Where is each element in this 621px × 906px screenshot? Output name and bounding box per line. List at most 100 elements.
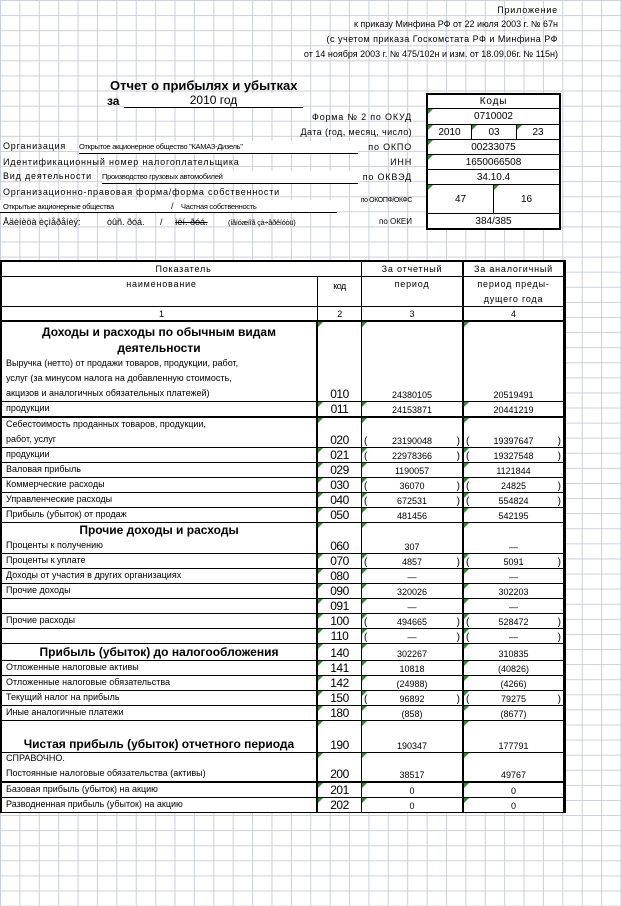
previous-period-cell[interactable]: 528472 () (464, 614, 564, 628)
current-period-cell[interactable]: 10818 (362, 661, 464, 675)
date-month[interactable]: 03 (471, 124, 517, 140)
okfs-value[interactable]: 16 (493, 184, 561, 214)
previous-period-cell[interactable]: 310835 (464, 644, 564, 660)
current-period-cell[interactable]: 0 (362, 783, 464, 797)
previous-period-cell[interactable]: 0 (464, 783, 564, 797)
current-period-cell[interactable]: — (362, 569, 464, 583)
okopf-value[interactable]: 47 (426, 184, 494, 214)
current-period-cell[interactable]: 1190057 (362, 463, 464, 477)
current-period-cell[interactable]: 24380105 (362, 322, 464, 401)
current-period-cell[interactable]: 672531 () (362, 493, 464, 507)
date-year[interactable]: 2010 (426, 124, 472, 140)
header-previous-2: период преды- (477, 279, 550, 289)
current-period-cell[interactable]: 302267 (362, 644, 464, 660)
okved-value[interactable]: 34.10.4 (426, 169, 561, 185)
previous-period-cell[interactable]: (40826) (464, 661, 564, 675)
previous-period-cell[interactable]: — (464, 569, 564, 583)
row-name: Доходы и расходы по обычным видам деятел… (2, 322, 318, 401)
table-row-190: Чистая прибыль (убыток) отчетного период… (2, 721, 564, 753)
current-period-cell[interactable]: 36070 () (362, 478, 464, 492)
previous-period-cell[interactable]: 20519491 (464, 322, 564, 401)
okei-value[interactable]: 384/385 (426, 213, 561, 230)
current-period-cell[interactable]: 23190048 () (362, 418, 464, 447)
current-period-cell[interactable]: (24988) (362, 676, 464, 690)
appendix-line-2: к приказу Минфина РФ от 22 июля 2003 г. … (353, 19, 558, 29)
previous-period-cell[interactable]: 554824 () (464, 493, 564, 507)
previous-period-value: 310835 (498, 649, 529, 659)
inn-value[interactable]: 1650066508 (426, 154, 561, 170)
row-label: Проценты к получению (6, 540, 103, 550)
row-name: Прочие доходы и расходы Проценты к получе… (2, 523, 318, 553)
current-period-cell[interactable]: 320026 (362, 584, 464, 598)
row-label: акцизов и аналогичных обязательных плате… (6, 388, 210, 398)
previous-period-cell[interactable]: 0 (464, 798, 564, 812)
previous-period-cell[interactable]: 24825 () (464, 478, 564, 492)
previous-period-cell[interactable]: 79275 () (464, 691, 564, 705)
row-code: 080 (318, 569, 362, 583)
current-period-cell[interactable]: 38517 (362, 753, 464, 781)
okud-value[interactable]: 0710002 (426, 108, 561, 125)
current-period-cell[interactable]: — (362, 599, 464, 613)
current-period-value: 38517 (399, 770, 425, 780)
previous-period-cell[interactable]: 5091 () (464, 554, 564, 568)
previous-period-cell[interactable]: 19327548 () (464, 448, 564, 462)
previous-period-cell[interactable]: 20441219 (464, 402, 564, 416)
previous-period-cell[interactable]: 302203 (464, 584, 564, 598)
previous-period-cell[interactable]: 49767 (464, 753, 564, 781)
previous-period-cell[interactable]: — (464, 599, 564, 613)
row-name: Проценты к уплате (2, 554, 318, 568)
legal-form-value[interactable]: Открытые акционерные общества (3, 202, 114, 211)
current-period-value: 0 (409, 786, 415, 796)
current-period-cell[interactable]: 22978366 () (362, 448, 464, 462)
current-period-value: 24153871 (391, 405, 433, 415)
current-period-cell[interactable]: 4857 () (362, 554, 464, 568)
ownership-value[interactable]: Частная собственность (181, 202, 257, 211)
current-period-cell[interactable]: 190347 (362, 721, 464, 752)
previous-period-cell[interactable]: — () (464, 629, 564, 643)
date-day[interactable]: 23 (516, 124, 561, 140)
header-previous: период преды- дущего года (464, 277, 564, 306)
previous-period-cell[interactable]: 542195 (464, 508, 564, 522)
table-row-090: Прочие доходы 090 320026 302203 (2, 584, 564, 599)
current-period-cell[interactable]: 307 (362, 523, 464, 553)
table-row-040: Управленческие расходы 040 672531 () 554824 (… (2, 493, 564, 508)
org-value[interactable]: Открытое акционерное общество "КАМАЗ-Диз… (79, 141, 358, 154)
previous-period-cell[interactable]: 177791 (464, 721, 564, 752)
current-period-value: 320026 (396, 587, 428, 597)
table-row-021: продукции 021 22978366 () 19327548 () (2, 448, 564, 463)
close-paren: ) (456, 496, 460, 507)
current-period-value: 36070 (399, 481, 425, 491)
table-row-030: Коммерческие расходы 030 36070 () 24825 () (2, 478, 564, 493)
previous-period-cell[interactable]: 1121844 (464, 463, 564, 477)
current-period-cell[interactable]: 481456 (362, 508, 464, 522)
current-period-cell[interactable]: 24153871 (362, 402, 464, 416)
row-label: Выручка (нетто) от продажи товаров, прод… (6, 358, 239, 368)
current-period-cell[interactable]: 494665 () (362, 614, 464, 628)
previous-period-cell[interactable]: 19397647 () (464, 418, 564, 447)
okpo-value[interactable]: 00233075 (426, 139, 561, 155)
current-period-cell[interactable]: 0 (362, 798, 464, 812)
unit-million[interactable]: ìëí. ðóá. (175, 217, 208, 227)
previous-period-cell[interactable]: — (464, 523, 564, 553)
table-row-070: Проценты к уплате 070 4857 () 5091 () (2, 554, 564, 569)
current-period-cell[interactable]: 96892 () (362, 691, 464, 705)
current-period-cell[interactable]: (858) (362, 706, 464, 720)
activity-value[interactable]: Производство грузовых автомобилей (102, 171, 358, 184)
unit-thousand[interactable]: òûñ. ðóá. (107, 217, 145, 227)
period-value[interactable]: 2010 год (124, 93, 303, 108)
row-label: Постоянные налоговые обязательства (акти… (6, 768, 206, 778)
current-period-cell[interactable]: — () (362, 629, 464, 643)
row-code: 010 (318, 322, 362, 401)
table-row-011: продукции 011 24153871 20441219 (2, 402, 564, 418)
report-title: Отчет о прибылях и убытках (110, 78, 298, 93)
table-row-141: Отложенные налоговые активы 141 10818 (4082… (2, 661, 564, 676)
row-code: 142 (318, 676, 362, 690)
row-name: Валовая прибыль (2, 463, 318, 477)
previous-period-value: 24825 (500, 481, 527, 491)
row-label: Прочие расходы (6, 615, 75, 625)
previous-period-cell[interactable]: (8677) (464, 706, 564, 720)
period-prefix: за (107, 94, 120, 108)
header-current-1: За отчетный (362, 262, 464, 276)
previous-period-cell[interactable]: (4266) (464, 676, 564, 690)
current-period-value: 1190057 (394, 466, 430, 476)
